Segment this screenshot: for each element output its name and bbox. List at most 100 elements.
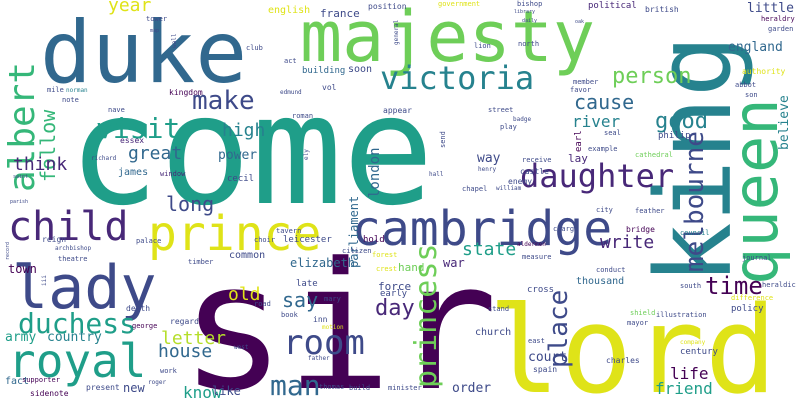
word-heraldic: heraldic bbox=[762, 281, 796, 289]
word-court: court bbox=[528, 350, 568, 365]
word-early: early bbox=[380, 289, 408, 299]
word-cathedral: cathedral bbox=[635, 151, 673, 159]
word-tavern: tavern bbox=[276, 227, 302, 235]
word-play: play bbox=[500, 123, 517, 131]
word-badge: badge bbox=[513, 116, 532, 123]
word-state: state bbox=[462, 239, 517, 260]
word-sir: sir bbox=[180, 225, 498, 400]
word-prince: prince bbox=[148, 206, 322, 262]
word-duke: duke bbox=[40, 3, 248, 103]
word-church: church bbox=[475, 327, 512, 338]
word-melbourne: melbourne bbox=[680, 131, 710, 272]
word-say: say bbox=[282, 288, 319, 312]
word-policy: policy bbox=[731, 304, 764, 314]
word-like: like bbox=[212, 384, 241, 398]
word-note: note bbox=[62, 96, 79, 104]
word-appear: appear bbox=[383, 106, 412, 115]
word-old: old bbox=[228, 284, 261, 305]
word-vol: vol bbox=[322, 83, 337, 92]
word-hold: hold bbox=[363, 235, 385, 245]
word-journal: journal bbox=[742, 254, 772, 262]
word-cecil: cecil bbox=[227, 174, 255, 184]
word-force: force bbox=[378, 280, 412, 293]
word-garden: garden bbox=[768, 25, 794, 33]
word-cross: cross bbox=[527, 285, 555, 295]
word-timber: timber bbox=[188, 258, 214, 266]
word-little: little bbox=[747, 1, 794, 16]
word-lady: lady bbox=[12, 253, 157, 323]
word-bridge: bridge bbox=[626, 225, 655, 234]
word-philip: philip bbox=[658, 131, 691, 141]
word-mary: mary bbox=[324, 295, 341, 303]
word-archbishop: archbishop bbox=[55, 245, 92, 252]
word-earl: earl bbox=[574, 130, 584, 152]
word-common: common bbox=[229, 250, 266, 261]
word-royal: royal bbox=[8, 334, 147, 388]
word-spain: spain bbox=[533, 365, 558, 374]
word-cambridge: cambridge bbox=[352, 201, 613, 257]
word-century: century bbox=[680, 347, 718, 357]
word-example: example bbox=[588, 145, 618, 153]
word-lord: lord bbox=[488, 282, 777, 400]
word-make: make bbox=[192, 86, 255, 116]
word-bishop: bishop bbox=[517, 0, 543, 8]
word-minister: minister bbox=[388, 384, 422, 392]
word-new: new bbox=[123, 381, 145, 395]
word-sidenote: sidenote bbox=[30, 389, 69, 398]
word-victoria: victoria bbox=[380, 59, 535, 97]
word-nave: nave bbox=[108, 106, 125, 114]
word-james: james bbox=[118, 167, 149, 178]
word-house: house bbox=[158, 341, 213, 362]
word-write: write bbox=[600, 232, 655, 253]
word-country: country bbox=[47, 330, 102, 345]
word-come: come bbox=[68, 62, 435, 239]
word-book: book bbox=[281, 311, 298, 319]
word-feather: feather bbox=[635, 207, 665, 215]
word-great: great bbox=[128, 143, 183, 164]
word-roger: roger bbox=[148, 379, 167, 386]
word-army: army bbox=[5, 330, 37, 345]
word-believe: believe bbox=[777, 95, 792, 150]
word-road: road bbox=[254, 300, 271, 308]
word-building: building bbox=[302, 66, 346, 76]
word-receive: receive bbox=[522, 156, 552, 164]
word-shield: shield bbox=[630, 309, 656, 317]
word-think: think bbox=[13, 154, 68, 175]
word-late: late bbox=[296, 279, 318, 289]
word-illustration: illustration bbox=[656, 311, 707, 319]
word-work: work bbox=[160, 367, 177, 375]
word-visit: visit bbox=[96, 112, 181, 145]
word-forest: forest bbox=[372, 251, 398, 259]
word-good: good bbox=[655, 109, 708, 134]
word-window: window bbox=[160, 170, 186, 178]
word-long: long bbox=[166, 192, 215, 216]
word-daily: daily bbox=[522, 18, 538, 24]
word-lay: lay bbox=[568, 152, 588, 165]
word-way: way bbox=[477, 151, 501, 166]
word-council: council bbox=[680, 229, 710, 237]
word-charge: charge bbox=[553, 225, 579, 233]
word-tower: tower bbox=[146, 15, 168, 23]
word-england: england bbox=[728, 40, 783, 55]
word-mayor: mayor bbox=[627, 319, 649, 327]
word-son: son bbox=[745, 91, 758, 99]
word-charles: charles bbox=[606, 356, 640, 365]
word-send: send bbox=[439, 131, 447, 148]
word-town: town bbox=[8, 262, 37, 276]
word-abbot: abbot bbox=[735, 81, 757, 89]
word-death: death bbox=[126, 304, 151, 313]
word-river: river bbox=[572, 112, 621, 131]
word-parish: parish bbox=[10, 199, 29, 205]
word-heraldry: heraldry bbox=[761, 15, 795, 23]
word-measure: measure bbox=[522, 253, 552, 261]
word-duchess: duchess bbox=[18, 307, 137, 340]
word-crest: crest bbox=[376, 265, 398, 273]
word-george: george bbox=[132, 322, 158, 330]
word-stand: stand bbox=[488, 305, 510, 313]
word-street: street bbox=[488, 106, 514, 114]
word-letter: letter bbox=[161, 328, 227, 349]
word-motion: motion bbox=[322, 324, 344, 331]
word-man: man bbox=[270, 369, 321, 400]
word-supporter: supporter bbox=[22, 376, 60, 384]
